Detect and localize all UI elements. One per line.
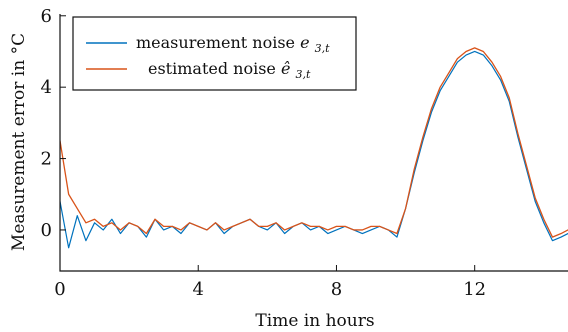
y-axis-tick-label: 6 <box>41 6 52 27</box>
legend-label-measurement-noise: measurement noise e 3,t <box>136 33 330 55</box>
legend-label-prefix: measurement noise <box>136 33 300 52</box>
series-layer <box>60 47 568 249</box>
x-axis-tick-label: 8 <box>331 279 342 300</box>
x-axis-tick-label: 0 <box>54 279 65 300</box>
y-axis-tick-label: 4 <box>41 77 52 98</box>
x-axis-tick-label: 4 <box>193 279 204 300</box>
y-axis-tick-label: 2 <box>41 149 52 170</box>
legend-label-symbol: e <box>300 33 309 52</box>
series-line-measurement-noise <box>60 50 568 249</box>
legend-box <box>72 16 357 91</box>
x-axis-tick-label: 12 <box>463 279 486 300</box>
legend-label-subscript: 3,t <box>296 68 311 81</box>
y-axis-label: Measurement error in °C <box>9 33 29 251</box>
y-axis-tick-label: 0 <box>41 220 52 241</box>
axes-layer: 0 2 4 6 0 4 8 12 <box>41 6 568 300</box>
plot-area <box>60 47 568 249</box>
legend-label-subscript: 3,t <box>315 42 330 55</box>
legend-label-symbol: ê <box>281 59 290 78</box>
x-axis-label: Time in hours <box>255 311 374 331</box>
legend-label-prefix: estimated noise <box>148 59 281 78</box>
legend: measurement noise e 3,t estimated noise … <box>72 16 357 91</box>
series-line-estimated-noise <box>60 47 568 238</box>
legend-label-estimated-noise: estimated noise ê 3,t <box>148 59 311 81</box>
